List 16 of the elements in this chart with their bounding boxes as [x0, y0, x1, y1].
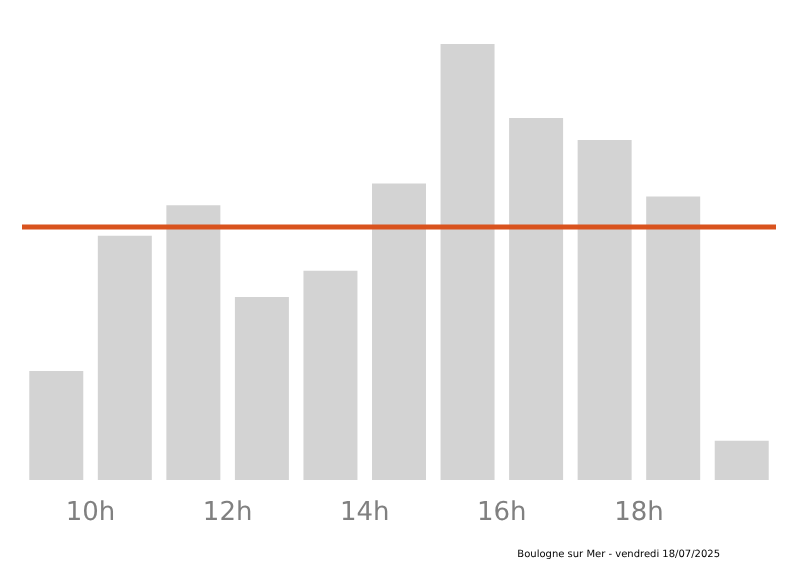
bar [714, 440, 769, 480]
bar [303, 270, 358, 480]
x-tick-label: 10h [65, 498, 116, 528]
bar [372, 183, 426, 480]
x-tick-label: 12h [202, 498, 253, 528]
bar [509, 118, 564, 480]
x-tick-label: 16h [477, 498, 527, 528]
bar [440, 44, 495, 480]
x-tick-label: 14h [339, 498, 390, 528]
bar [646, 196, 701, 480]
x-tick-label: 18h [614, 498, 664, 528]
bar [29, 371, 84, 480]
bar [97, 235, 152, 480]
bar [577, 139, 632, 480]
bar [234, 296, 289, 480]
bar [166, 205, 221, 480]
